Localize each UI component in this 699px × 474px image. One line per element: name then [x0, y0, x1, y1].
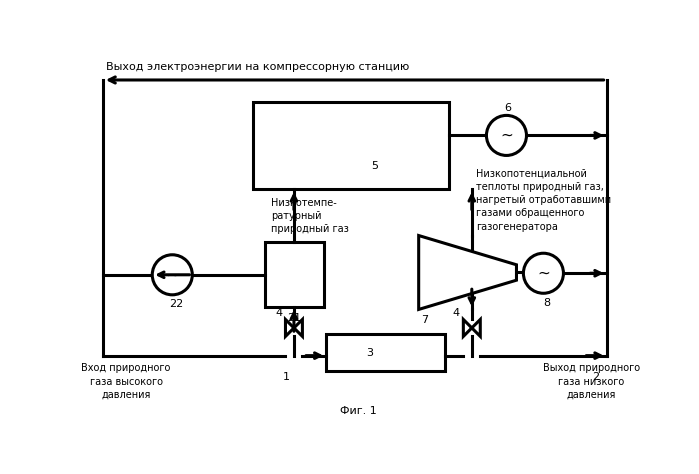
Text: 7: 7	[421, 315, 428, 325]
Text: Низкопотенциальной
теплоты природный газ,
нагретый отработавшими
газами обращенн: Низкопотенциальной теплоты природный газ…	[475, 169, 611, 232]
Text: 8: 8	[544, 298, 551, 308]
Polygon shape	[472, 319, 480, 337]
Text: 6: 6	[505, 103, 512, 113]
Bar	[265, 242, 324, 307]
Polygon shape	[294, 319, 303, 337]
Text: 3: 3	[367, 347, 374, 357]
Text: ~: ~	[537, 266, 550, 281]
Circle shape	[487, 115, 526, 155]
Polygon shape	[419, 236, 517, 310]
Text: Выход электроэнергии на компрессорную станцию: Выход электроэнергии на компрессорную ст…	[106, 62, 410, 72]
Text: Низкотемпе-
ратурный
природный газ: Низкотемпе- ратурный природный газ	[271, 198, 349, 234]
Text: Вход природного
газа высокого
давления: Вход природного газа высокого давления	[81, 364, 171, 400]
Text: 22: 22	[169, 299, 183, 309]
Bar	[253, 101, 449, 189]
Circle shape	[524, 253, 563, 293]
Polygon shape	[463, 319, 472, 337]
Text: 1: 1	[282, 372, 290, 382]
Text: 2: 2	[592, 372, 599, 382]
Bar	[326, 334, 445, 371]
Text: ~: ~	[166, 267, 179, 283]
Text: 5: 5	[371, 161, 378, 171]
Text: Фиг. 1: Фиг. 1	[340, 406, 377, 416]
Text: ~: ~	[500, 128, 513, 143]
Text: 21: 21	[287, 313, 301, 323]
Text: 4: 4	[453, 308, 460, 318]
Text: Выход природного
газа низкого
давления: Выход природного газа низкого давления	[542, 364, 640, 400]
Circle shape	[152, 255, 192, 295]
Polygon shape	[285, 319, 294, 337]
Text: 4: 4	[275, 308, 282, 318]
